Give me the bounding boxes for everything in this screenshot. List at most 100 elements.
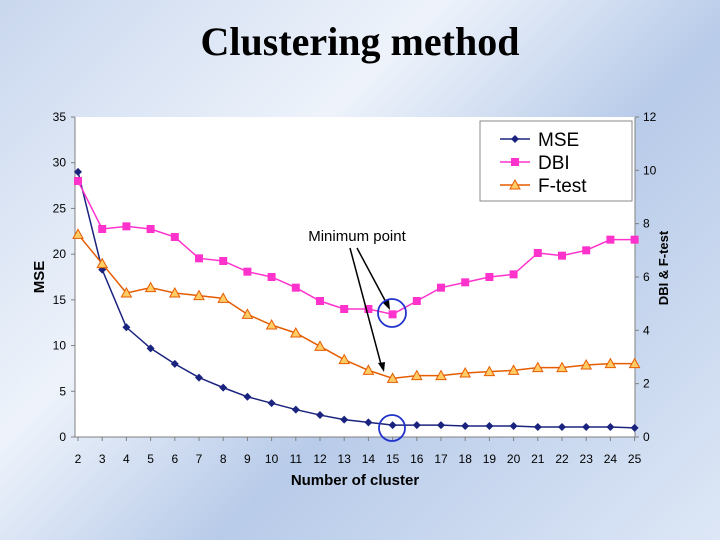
point-dbi xyxy=(243,267,252,276)
point-dbi xyxy=(364,305,373,313)
point-dbi xyxy=(388,310,397,319)
point-mse xyxy=(364,418,373,427)
right-tick-label: 8 xyxy=(643,217,650,231)
x-tick-label: 3 xyxy=(99,452,106,466)
x-tick-label: 24 xyxy=(604,452,618,466)
series-line-dbi xyxy=(77,180,635,316)
left-tick-label: 5 xyxy=(59,384,66,398)
point-dbi xyxy=(558,251,566,260)
x-tick-label: 19 xyxy=(483,452,497,466)
x-tick-label: 5 xyxy=(147,452,154,466)
point-f-test xyxy=(531,361,544,373)
y-axis-label-left: MSE xyxy=(31,261,48,294)
x-axis-label: Number of cluster xyxy=(291,472,420,489)
point-mse xyxy=(461,422,470,431)
point-mse xyxy=(316,411,324,420)
left-tick-label: 15 xyxy=(53,293,67,307)
x-tick-label: 18 xyxy=(459,452,473,466)
series-line-f-test xyxy=(77,233,635,380)
x-tick-label: 2 xyxy=(75,452,82,466)
point-dbi xyxy=(606,235,615,244)
point-dbi xyxy=(485,273,494,281)
point-f-test xyxy=(72,228,84,239)
x-tick-label: 21 xyxy=(531,452,545,466)
point-mse xyxy=(267,399,276,408)
x-tick-label: 10 xyxy=(265,452,279,466)
right-tick-label: 6 xyxy=(643,270,650,284)
left-tick-label: 25 xyxy=(53,201,67,215)
point-f-test xyxy=(241,308,254,319)
min-circle-dbi xyxy=(377,298,407,328)
x-tick-label: 20 xyxy=(507,452,521,466)
point-f-test xyxy=(289,326,302,338)
point-f-test xyxy=(265,318,278,330)
x-tick-label: 11 xyxy=(290,452,303,466)
left-tick-label: 0 xyxy=(59,430,66,444)
x-tick-label: 12 xyxy=(313,452,327,466)
point-dbi xyxy=(437,283,445,292)
point-f-test xyxy=(386,372,399,383)
point-mse xyxy=(74,167,82,176)
point-mse xyxy=(243,392,252,401)
point-dbi xyxy=(170,233,179,241)
point-mse xyxy=(582,422,591,431)
point-f-test xyxy=(193,289,205,301)
point-dbi xyxy=(122,222,131,231)
point-dbi xyxy=(74,177,82,185)
left-tick-label: 10 xyxy=(53,339,67,353)
y-axis-label-right: DBI & F-test xyxy=(656,230,671,305)
point-mse xyxy=(195,373,203,382)
x-tick-label: 22 xyxy=(555,452,569,466)
point-dbi xyxy=(98,225,107,233)
annotation-arrow-ftest xyxy=(349,247,383,369)
point-mse xyxy=(533,422,542,431)
annotation: Minimum point xyxy=(295,224,420,442)
right-tick-label: 0 xyxy=(643,430,650,444)
point-mse xyxy=(606,422,615,431)
point-f-test xyxy=(435,369,447,381)
left-axis: 0 5 10 15 20 25 30 35 xyxy=(53,110,76,444)
point-mse xyxy=(485,422,494,431)
x-tick-label: 14 xyxy=(362,452,376,466)
point-f-test xyxy=(120,286,133,298)
left-tick-label: 30 xyxy=(53,156,67,170)
legend-label-ftest: F-test xyxy=(538,176,587,197)
point-mse xyxy=(170,359,179,368)
x-tick-label: 13 xyxy=(338,452,352,466)
annotation-arrowhead-ftest xyxy=(378,362,385,372)
legend-label-dbi: DBI xyxy=(538,153,570,174)
slide-title: Clustering method xyxy=(200,19,520,64)
point-f-test xyxy=(483,365,496,377)
point-mse xyxy=(146,344,155,353)
point-dbi xyxy=(267,273,276,281)
point-f-test xyxy=(507,364,520,375)
point-mse xyxy=(219,383,228,392)
point-f-test xyxy=(314,340,326,351)
x-tick-label: 15 xyxy=(386,452,400,466)
point-dbi xyxy=(582,246,591,255)
point-f-test xyxy=(217,292,230,303)
x-tick-label: 7 xyxy=(196,452,203,466)
point-f-test xyxy=(410,369,423,381)
series-layer xyxy=(72,167,641,432)
point-mse xyxy=(291,405,300,414)
point-f-test xyxy=(144,281,157,293)
point-mse xyxy=(388,421,397,430)
point-dbi xyxy=(509,270,518,279)
point-mse xyxy=(122,323,131,332)
point-f-test xyxy=(362,364,375,375)
x-tick-label: 9 xyxy=(244,452,251,466)
point-f-test xyxy=(580,358,593,370)
point-f-test xyxy=(628,357,641,369)
point-f-test xyxy=(96,257,109,269)
point-dbi xyxy=(533,249,542,257)
point-dbi xyxy=(219,257,228,265)
point-mse xyxy=(412,421,421,430)
point-mse xyxy=(340,415,349,424)
left-tick-label: 35 xyxy=(53,110,67,124)
point-f-test xyxy=(604,357,617,369)
legend: MSE DBI F-test xyxy=(479,120,633,202)
x-axis: 2 3 4 5 6 7 8 9 10 11 12 13 14 15 16 17 18 19 20 21 22 23 24 25 xyxy=(75,436,642,466)
point-dbi xyxy=(461,278,470,287)
